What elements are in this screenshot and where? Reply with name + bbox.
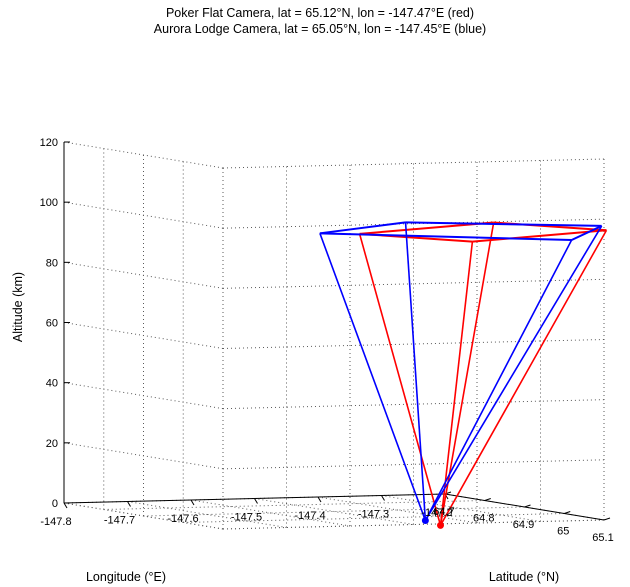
x-tick-mark xyxy=(127,501,131,507)
series-1 xyxy=(319,221,603,524)
x-tick-label: -147.3 xyxy=(358,509,389,521)
camera-ray xyxy=(319,233,427,521)
footprint-edge xyxy=(319,232,572,242)
axis-layer xyxy=(63,141,611,521)
camera-point xyxy=(421,517,429,524)
camera-ray xyxy=(439,241,474,526)
z-tick-label: 120 xyxy=(40,137,58,149)
floor-grid-line xyxy=(190,499,351,527)
camera-ray xyxy=(439,229,608,526)
left-wall-grid-line xyxy=(63,141,224,169)
y-tick-mark xyxy=(524,504,531,508)
footprint-edge xyxy=(472,229,607,243)
z-tick-label: 20 xyxy=(46,438,58,450)
camera-ray xyxy=(439,222,495,526)
footprint-edge xyxy=(571,225,603,241)
y-tick-label: 64.9 xyxy=(513,519,534,531)
camera-ray xyxy=(404,222,427,521)
camera-ray xyxy=(358,233,442,526)
floor-grid-line xyxy=(317,496,478,524)
x-tick-label: -147.7 xyxy=(104,515,135,527)
camera-ray xyxy=(424,239,573,521)
y-tick-mark xyxy=(603,517,611,521)
series-layer xyxy=(319,221,608,529)
y-tick-label: 65.1 xyxy=(592,532,613,544)
left-wall-grid-line xyxy=(63,201,224,229)
left-wall-grid-line xyxy=(63,322,224,349)
z-axis-label: Altitude (km) xyxy=(11,272,25,342)
left-wall-grid-line xyxy=(63,442,224,470)
z-tick-label: 100 xyxy=(40,197,58,209)
y-tick-mark xyxy=(484,498,491,501)
z-tick-label: 0 xyxy=(52,498,58,510)
camera-ray xyxy=(424,225,603,521)
camera-point xyxy=(437,521,444,529)
z-tick-label: 40 xyxy=(46,378,58,390)
x-tick-mark xyxy=(317,496,322,503)
x-tick-label: -147.6 xyxy=(167,513,198,525)
y-tick-label: 64.7 xyxy=(433,506,454,518)
x-tick-mark xyxy=(190,499,195,506)
x-tick-mark xyxy=(63,502,68,509)
floor-grid-line xyxy=(254,498,414,525)
floor-grid-line xyxy=(127,501,287,528)
x-tick-label: -147.5 xyxy=(231,512,262,524)
grid-layer xyxy=(63,141,605,530)
x-tick-label: -147.8 xyxy=(40,516,71,528)
x-tick-label: -147.2 xyxy=(421,507,452,519)
left-wall-grid-line xyxy=(63,382,224,410)
z-tick-label: 60 xyxy=(46,318,58,330)
z-tick-label: 80 xyxy=(46,257,58,269)
left-wall-grid-line xyxy=(63,261,224,289)
x-tick-label: -147.4 xyxy=(294,510,325,522)
x-tick-mark xyxy=(381,495,385,501)
footprint-edge xyxy=(319,221,406,235)
left-wall-grid-line xyxy=(63,502,224,530)
label-layer: Poker Flat Camera, lat = 65.12°N, lon = … xyxy=(11,6,614,584)
chart-title-line-2: Aurora Lodge Camera, lat = 65.05°N, lon … xyxy=(154,22,486,36)
y-tick-mark xyxy=(564,511,571,514)
y-tick-label: 64.8 xyxy=(473,513,494,525)
chart-title-line-1: Poker Flat Camera, lat = 65.12°N, lon = … xyxy=(166,6,474,20)
y-tick-label: 65 xyxy=(557,526,569,538)
footprint-edge xyxy=(405,221,602,227)
x-tick-mark xyxy=(254,498,258,504)
series-0 xyxy=(358,221,608,529)
floor-grid-line xyxy=(381,495,541,522)
x-axis-label: Longitude (°E) xyxy=(86,570,166,584)
y-axis-label: Latitude (°N) xyxy=(489,570,559,584)
